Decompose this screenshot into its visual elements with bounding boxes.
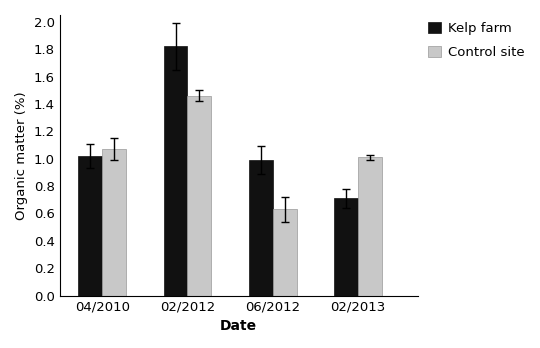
Y-axis label: Organic matter (%): Organic matter (%) bbox=[15, 91, 28, 220]
Legend: Kelp farm, Control site: Kelp farm, Control site bbox=[428, 22, 524, 59]
Bar bbox=[187, 96, 211, 295]
X-axis label: Date: Date bbox=[220, 319, 257, 333]
Bar bbox=[249, 160, 273, 295]
Bar bbox=[358, 157, 382, 295]
Bar bbox=[273, 209, 296, 295]
Bar bbox=[78, 156, 102, 295]
Bar bbox=[102, 149, 126, 295]
Bar bbox=[164, 47, 187, 295]
Bar bbox=[334, 198, 358, 295]
